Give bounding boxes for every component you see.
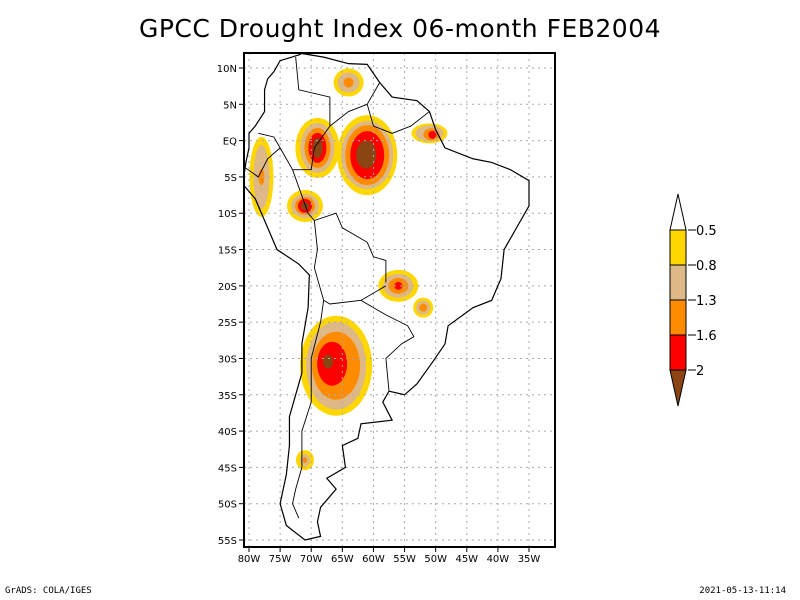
drought-region-venezuela-guiana xyxy=(333,68,364,97)
drought-region-peru-bolivia-border xyxy=(287,189,323,222)
x-tick-label: 80W xyxy=(238,554,261,565)
country-border xyxy=(329,103,368,127)
y-tick-label: 30S xyxy=(218,354,237,365)
x-tick-label: 60W xyxy=(362,554,385,565)
y-tick-label: 15S xyxy=(218,246,237,257)
y-tick-label: 5S xyxy=(224,173,237,184)
x-tick-label: 50W xyxy=(424,554,447,565)
map-frame xyxy=(243,52,556,548)
country-border xyxy=(366,82,430,134)
drought-class-4 xyxy=(394,281,403,290)
legend-swatch xyxy=(669,334,687,371)
country-border xyxy=(313,220,387,305)
drought-class-5 xyxy=(301,201,309,210)
legend-arrow-top xyxy=(669,193,687,231)
y-tick-label: 25S xyxy=(218,318,237,329)
legend-swatch xyxy=(669,229,687,266)
drought-region-central-argentina xyxy=(300,315,373,416)
drought-region-patagonia xyxy=(296,450,314,471)
drought-region-amapa-para-coast xyxy=(411,123,448,144)
drought-class-5 xyxy=(356,140,377,169)
legend-swatch xyxy=(669,264,687,301)
drought-class-5 xyxy=(323,354,334,369)
drought-class-3 xyxy=(303,457,307,464)
x-tick-label: 35W xyxy=(518,554,541,565)
y-tick-label: 20S xyxy=(218,282,237,293)
y-tick-label: 5N xyxy=(223,100,237,111)
legend-swatch xyxy=(669,299,687,336)
drought-class-4 xyxy=(428,130,437,139)
country-border xyxy=(292,169,387,283)
x-tick-label: 70W xyxy=(300,554,323,565)
legend-label: 1.6 xyxy=(696,329,717,344)
y-tick-label: 35S xyxy=(218,391,237,402)
timestamp: 2021-05-13-11:14 xyxy=(699,586,786,596)
y-tick-label: 40S xyxy=(218,427,237,438)
legend-label: 1.3 xyxy=(696,294,717,309)
colorbar-legend: 0.5 0.8 1.3 1.6 2 xyxy=(669,193,717,407)
x-tick-label: 55W xyxy=(393,554,416,565)
drought-region-ecuador-peru-coast xyxy=(249,136,274,217)
y-tick-label: 55S xyxy=(218,536,237,547)
country-border xyxy=(360,299,415,392)
legend-label: 2 xyxy=(696,364,704,379)
chart-title: GPCC Drought Index 06-month FEB2004 xyxy=(138,14,662,43)
drought-region-parana xyxy=(413,297,434,318)
drought-fill-layer xyxy=(249,68,448,471)
gridlines xyxy=(244,53,555,547)
y-tick-label: 45S xyxy=(218,463,237,474)
drought-class-5 xyxy=(312,137,323,158)
y-tick-label: 50S xyxy=(218,500,237,511)
x-axis: 80W 75W 70W 65W 60W 55W 50W 45W 40W 35W xyxy=(238,547,541,565)
drought-class-3 xyxy=(419,303,428,312)
x-tick-label: 65W xyxy=(331,554,354,565)
x-tick-label: 75W xyxy=(269,554,292,565)
y-tick-label: EQ xyxy=(223,137,237,148)
country-border xyxy=(258,132,281,149)
x-tick-label: 45W xyxy=(455,554,478,565)
legend-label: 0.8 xyxy=(696,259,717,274)
y-tick-label: 10N xyxy=(217,64,237,75)
grads-credit: GrADS: COLA/IGES xyxy=(5,586,92,596)
legend-label: 0.5 xyxy=(696,224,717,239)
drought-region-western-amazon xyxy=(295,117,340,178)
drought-region-central-amazon xyxy=(337,115,398,196)
country-border xyxy=(292,300,325,519)
y-axis: 10N 5N EQ 5S 10S 15S 20S 25S 30S 35S 40S 45S 50S 55S xyxy=(217,64,244,547)
x-tick-label: 40W xyxy=(487,554,510,565)
country-border xyxy=(244,147,293,178)
y-tick-label: 10S xyxy=(218,209,237,220)
legend-arrow-bottom xyxy=(669,369,687,407)
drought-class-3 xyxy=(343,77,354,88)
drought-region-pantanal-mato-grosso-do-sul xyxy=(378,269,419,302)
